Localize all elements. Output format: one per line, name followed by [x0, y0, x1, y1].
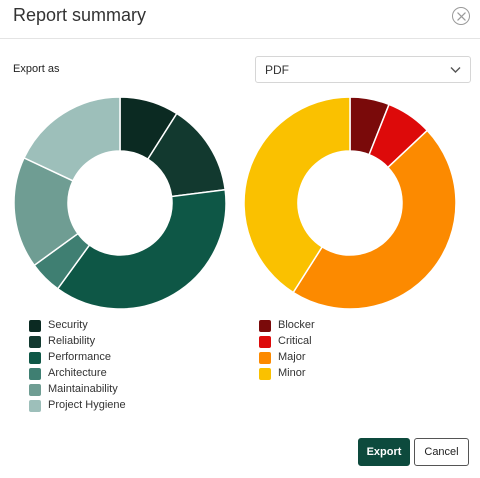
legend-swatch [259, 320, 271, 332]
legend-swatch [29, 400, 41, 412]
legend-label: Reliability [48, 335, 96, 347]
cancel-button[interactable]: Cancel [414, 438, 469, 466]
legend-label: Project Hygiene [48, 399, 126, 411]
slice-minor[interactable] [243, 96, 351, 294]
export-as-label: Export as [13, 63, 60, 75]
export-format-select[interactable]: PDF [255, 56, 471, 83]
severity-donut-chart [243, 96, 457, 310]
legend-label: Major [278, 351, 306, 363]
legend-swatch [29, 368, 41, 380]
slice-performance[interactable] [56, 188, 227, 310]
legend-swatch [259, 336, 271, 348]
legend-label: Blocker [278, 319, 315, 331]
legend-swatch [29, 320, 41, 332]
export-format-value: PDF [265, 63, 289, 77]
legend-label: Architecture [48, 367, 107, 379]
legend-swatch [259, 352, 271, 364]
chevron-down-icon [450, 67, 461, 73]
slice-project-hygiene[interactable] [23, 96, 121, 182]
legend-label: Performance [48, 351, 111, 363]
close-icon[interactable] [452, 7, 470, 25]
legend-label: Security [48, 319, 88, 331]
slice-major[interactable] [292, 129, 457, 310]
legend-swatch [29, 384, 41, 396]
legend-label: Critical [278, 335, 312, 347]
legend-swatch [29, 352, 41, 364]
dialog-header: Report summary [0, 0, 480, 39]
legend-label: Maintainability [48, 383, 118, 395]
dialog-title: Report summary [13, 5, 147, 25]
legend-label: Minor [278, 367, 306, 379]
close-x-glyph [456, 11, 466, 21]
legend-swatch [29, 336, 41, 348]
categories-donut-chart [13, 96, 227, 310]
export-button[interactable]: Export [358, 438, 410, 466]
legend-swatch [259, 368, 271, 380]
